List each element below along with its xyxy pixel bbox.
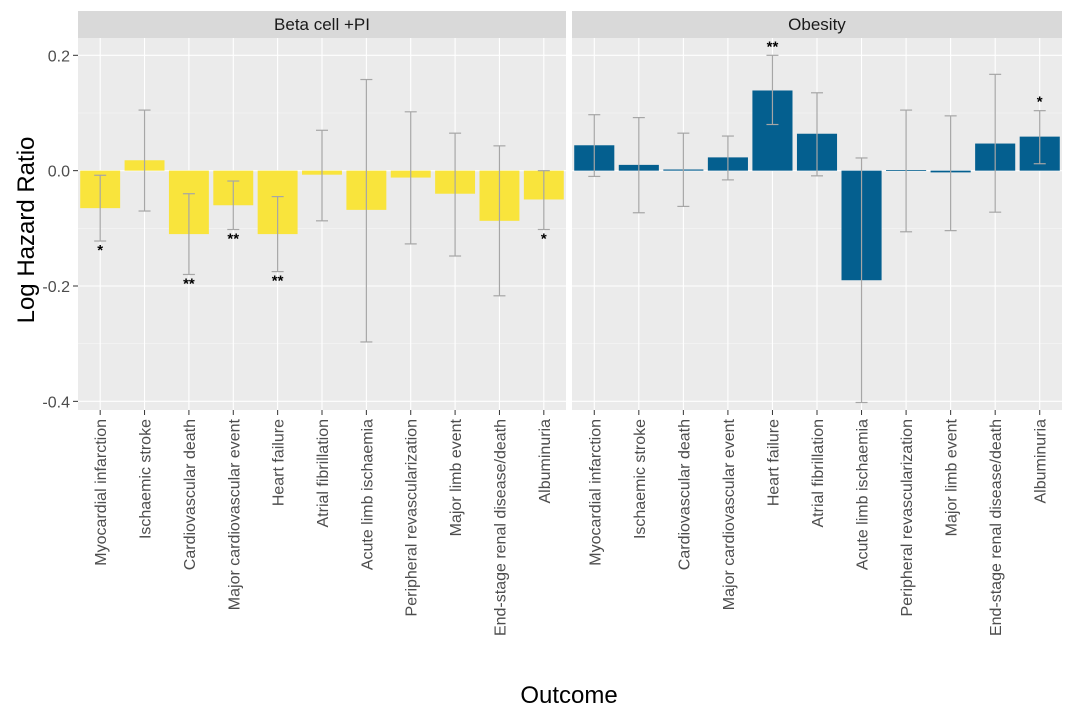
facet-strip-label: Obesity [788,15,846,34]
x-tick-label: Albuminuria [537,419,554,504]
x-tick-label: Albuminuria [1033,419,1050,504]
x-tick-label: Myocardial infarction [587,419,604,566]
x-tick-label: Atrial fibrillation [315,419,332,527]
x-tick-label: Acute limb ischaemia [855,419,872,570]
axis-layer: 0.2 0.0 -0.2 -0.4 [42,48,78,411]
y-tick-label: -0.2 [42,279,70,296]
x-tick-label: Ischaemic stroke [138,419,155,539]
significance-label: * [541,230,547,247]
x-tick-label: Cardiovascular death [676,419,693,570]
x-tick-label: Major limb event [448,418,465,536]
x-tick-label: End-stage renal disease/death [988,419,1005,636]
x-tick-label: Atrial fibrillation [810,419,827,527]
x-axis-title: Outcome [520,682,617,709]
x-tick-label: Major cardiovascular event [721,418,738,610]
significance-label: ** [183,275,195,292]
facet-strip [78,11,566,38]
facet-strip-label: Beta cell +PI [274,15,370,34]
panels-layer: Beta cell +PI********Myocardial infarcti… [78,11,1062,636]
panel-1: Obesity***Myocardial infarction Ischaemic… [572,11,1062,636]
x-tick-label: Acute limb ischaemia [359,419,376,570]
x-tick-label: Myocardial infarction [93,419,110,566]
x-tick-label: Major cardiovascular event [226,418,243,610]
x-tick-label: Heart failure [765,419,782,506]
facet-strip [572,11,1062,38]
significance-label: ** [272,273,284,290]
x-tick-label: Ischaemic stroke [632,419,649,539]
significance-label: ** [767,38,779,55]
significance-label: ** [227,230,239,247]
panel-0: Beta cell +PI********Myocardial infarcti… [78,11,566,636]
x-tick-label: Heart failure [271,419,288,506]
significance-label: * [1037,94,1043,111]
significance-label: * [97,242,103,259]
y-tick-label: -0.4 [42,394,70,411]
y-tick-label: 0.0 [48,164,70,181]
x-tick-label: Peripheral revascularization [404,419,421,616]
y-axis-title: Log Hazard Ratio [13,137,40,324]
x-tick-label: Major limb event [944,418,961,536]
x-tick-label: Peripheral revascularization [899,419,916,616]
y-tick-label: 0.2 [48,48,70,65]
x-tick-label: End-stage renal disease/death [492,419,509,636]
x-tick-label: Cardiovascular death [182,419,199,570]
